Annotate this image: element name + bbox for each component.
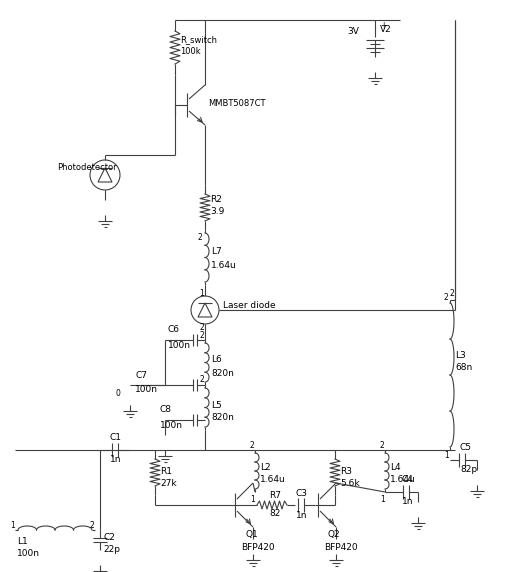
Text: C5: C5 [460, 443, 472, 452]
Text: 1: 1 [444, 451, 449, 459]
Text: 2: 2 [449, 288, 454, 297]
Text: 1.64u: 1.64u [260, 475, 286, 484]
Text: Photodetector: Photodetector [57, 162, 117, 172]
Text: L4: L4 [390, 463, 400, 472]
Text: 2: 2 [444, 292, 449, 301]
Text: 1n: 1n [110, 455, 122, 463]
Text: R3: R3 [340, 467, 352, 476]
Text: 100n: 100n [168, 340, 191, 349]
Text: L5: L5 [211, 400, 222, 410]
Text: R2: R2 [210, 196, 222, 205]
Text: R_switch: R_switch [180, 35, 217, 45]
Text: 1n: 1n [296, 510, 307, 519]
Text: 1: 1 [380, 495, 385, 505]
Text: L1: L1 [17, 538, 28, 546]
Text: 2: 2 [199, 375, 204, 384]
Text: Q1: Q1 [245, 530, 258, 539]
Text: V2: V2 [380, 26, 392, 34]
Text: 5.6k: 5.6k [340, 479, 359, 488]
Text: 1.64u: 1.64u [211, 260, 237, 269]
Text: 820n: 820n [211, 368, 234, 378]
Text: 1n: 1n [402, 498, 414, 506]
Text: 2: 2 [380, 440, 385, 450]
Text: C1: C1 [110, 434, 122, 443]
Text: C7: C7 [135, 371, 147, 379]
Text: C4: C4 [402, 475, 414, 484]
Text: 1: 1 [250, 495, 255, 505]
Text: 68n: 68n [455, 363, 472, 371]
Text: 1: 1 [199, 288, 204, 297]
Text: Laser diode: Laser diode [223, 300, 276, 309]
Text: MMBT5087CT: MMBT5087CT [208, 98, 266, 108]
Text: 0: 0 [115, 388, 120, 398]
Text: 82p: 82p [460, 466, 477, 475]
Text: 100n: 100n [17, 549, 40, 558]
Text: Q2: Q2 [328, 530, 340, 539]
Text: +: + [380, 21, 387, 30]
Text: R1: R1 [160, 467, 172, 476]
Text: 100n: 100n [135, 386, 158, 395]
Text: L3: L3 [455, 351, 466, 359]
Text: 3V: 3V [347, 27, 359, 37]
Text: BFP420: BFP420 [241, 542, 275, 551]
Text: 820n: 820n [211, 414, 234, 423]
Text: 2: 2 [199, 323, 204, 332]
Text: R7: R7 [269, 491, 281, 499]
Text: C3: C3 [296, 488, 308, 498]
Text: 100n: 100n [160, 420, 183, 430]
Text: 3.9: 3.9 [210, 208, 225, 216]
Text: 2: 2 [199, 331, 204, 340]
Text: 2: 2 [250, 440, 255, 450]
Text: 100k: 100k [180, 47, 201, 57]
Text: C6: C6 [168, 325, 180, 335]
Text: L2: L2 [260, 463, 271, 472]
Text: 2: 2 [90, 522, 95, 530]
Text: C2: C2 [103, 534, 115, 542]
Text: C8: C8 [160, 406, 172, 415]
Text: L7: L7 [211, 248, 222, 256]
Text: 27k: 27k [160, 479, 177, 488]
Text: 22p: 22p [103, 546, 120, 554]
Text: L6: L6 [211, 356, 222, 364]
Text: BFP420: BFP420 [324, 542, 357, 551]
Text: 82: 82 [269, 509, 280, 518]
Text: 1.64u: 1.64u [390, 475, 416, 484]
Text: 1: 1 [10, 522, 15, 530]
Text: 2: 2 [198, 233, 203, 243]
